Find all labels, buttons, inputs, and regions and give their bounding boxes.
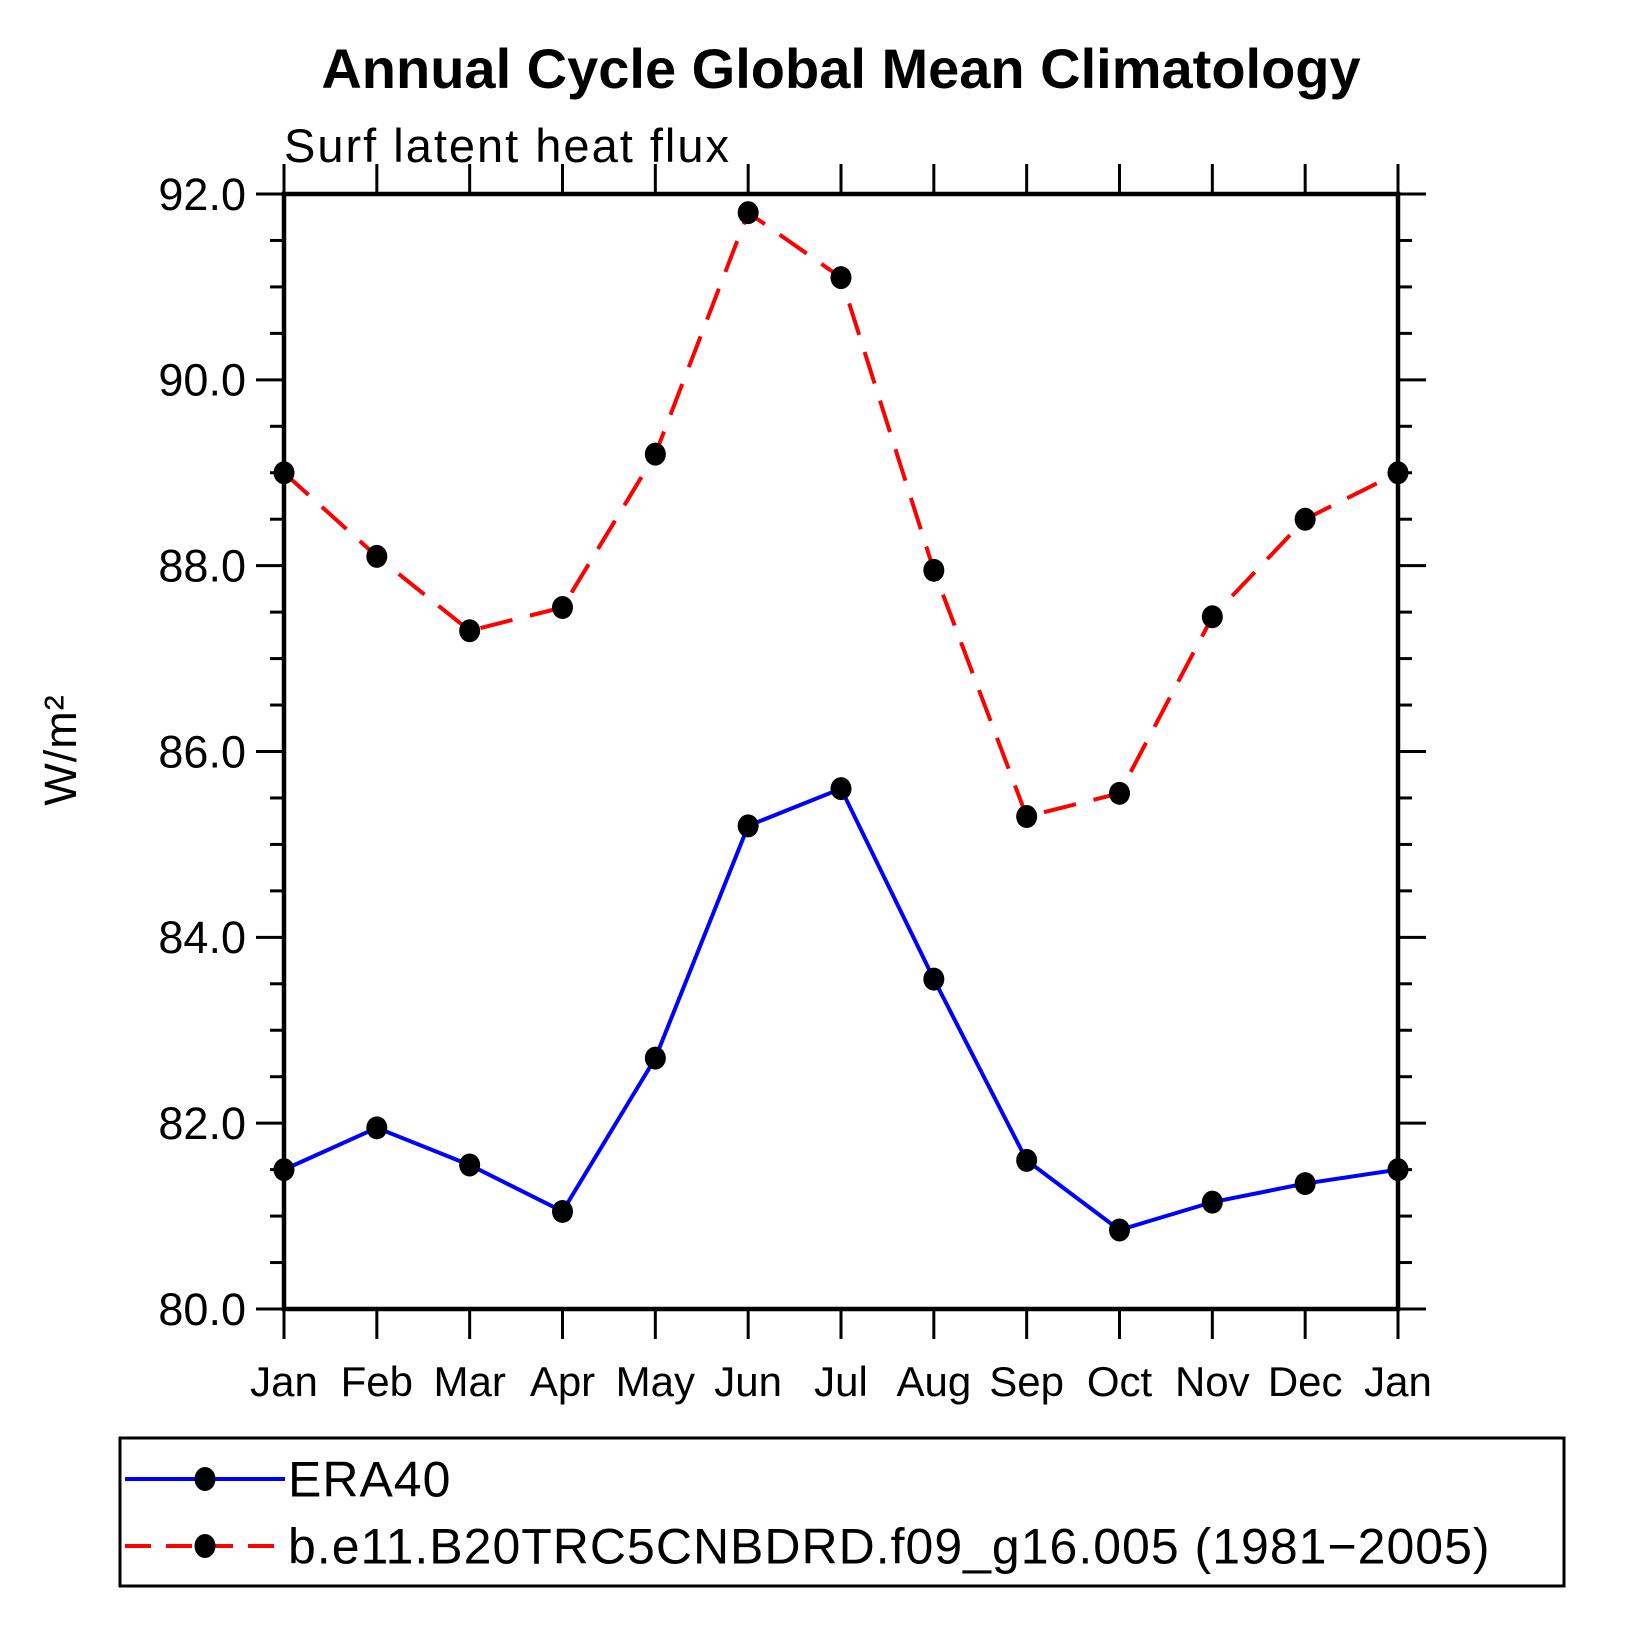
x-tick-label: Jan: [250, 1358, 318, 1405]
data-point: [1387, 1158, 1409, 1182]
data-point: [830, 777, 852, 801]
data-point: [273, 461, 295, 485]
x-tick-label: Jul: [814, 1358, 868, 1405]
y-tick-label: 90.0: [158, 355, 246, 406]
legend-label-era40: ERA40: [288, 1452, 451, 1508]
data-point: [1016, 805, 1038, 829]
data-point: [1387, 461, 1409, 485]
data-point: [366, 1116, 388, 1140]
data-point: [1109, 1218, 1130, 1242]
y-tick-label: 88.0: [158, 540, 246, 591]
y-tick-label: 86.0: [158, 726, 246, 777]
data-point: [644, 442, 666, 466]
data-point: [1201, 1190, 1223, 1214]
data-point: [1109, 781, 1130, 805]
x-tick-label: Apr: [530, 1358, 595, 1405]
data-point: [1016, 1148, 1038, 1172]
data-point: [923, 967, 945, 991]
chart-title: Annual Cycle Global Mean Climatology: [321, 37, 1360, 100]
data-point: [737, 201, 759, 225]
data-point: [737, 814, 759, 838]
y-tick-label: 82.0: [158, 1098, 246, 1149]
data-point: [830, 266, 852, 290]
data-point: [1294, 1172, 1316, 1196]
data-point: [923, 558, 945, 582]
legend-marker-model: [194, 1534, 216, 1558]
y-tick-label: 80.0: [158, 1284, 246, 1335]
x-tick-label: Jun: [714, 1358, 782, 1405]
x-tick-label: Nov: [1175, 1358, 1250, 1405]
series-line-0: [283, 786, 1399, 1233]
data-point: [644, 1046, 666, 1070]
x-tick-label: May: [616, 1358, 695, 1405]
legend-box: [118, 1436, 1566, 1588]
data-point: [273, 1158, 295, 1182]
x-tick-label: Aug: [896, 1358, 971, 1405]
x-tick-label: Dec: [1268, 1358, 1343, 1405]
data-point: [1294, 507, 1316, 531]
x-tick-label: Sep: [989, 1358, 1064, 1405]
data-point: [1201, 605, 1223, 629]
plot-area: Jan Feb Mar Apr May Jun Jul Aug Sep Oct Nov Dec Jan8…: [158, 164, 1432, 1405]
plot-box: [281, 191, 1401, 1312]
legend-label-model: b.e11.B20TRC5CNBDRD.f09_g16.005 (1981−20…: [288, 1519, 1491, 1575]
y-tick-label: 84.0: [158, 912, 246, 963]
x-tick-label: Jan: [1364, 1358, 1432, 1405]
data-point: [366, 544, 388, 568]
y-tick-label: 92.0: [158, 169, 246, 220]
data-point: [552, 595, 573, 619]
x-tick-label: Feb: [341, 1358, 413, 1405]
y-axis-label: W/m²: [35, 694, 86, 805]
data-point: [552, 1199, 573, 1223]
legend-marker-era40: [194, 1467, 216, 1491]
data-point: [459, 619, 481, 643]
chart-subtitle: Surf latent heat flux: [284, 119, 731, 172]
series-line-1: [282, 209, 1399, 819]
legend: ERA40 b.e11.B20TRC5CNBDRD.f09_g16.005 (1…: [118, 1436, 1566, 1588]
data-point: [459, 1153, 481, 1177]
x-tick-label: Oct: [1087, 1358, 1153, 1405]
x-tick-label: Mar: [433, 1358, 505, 1405]
